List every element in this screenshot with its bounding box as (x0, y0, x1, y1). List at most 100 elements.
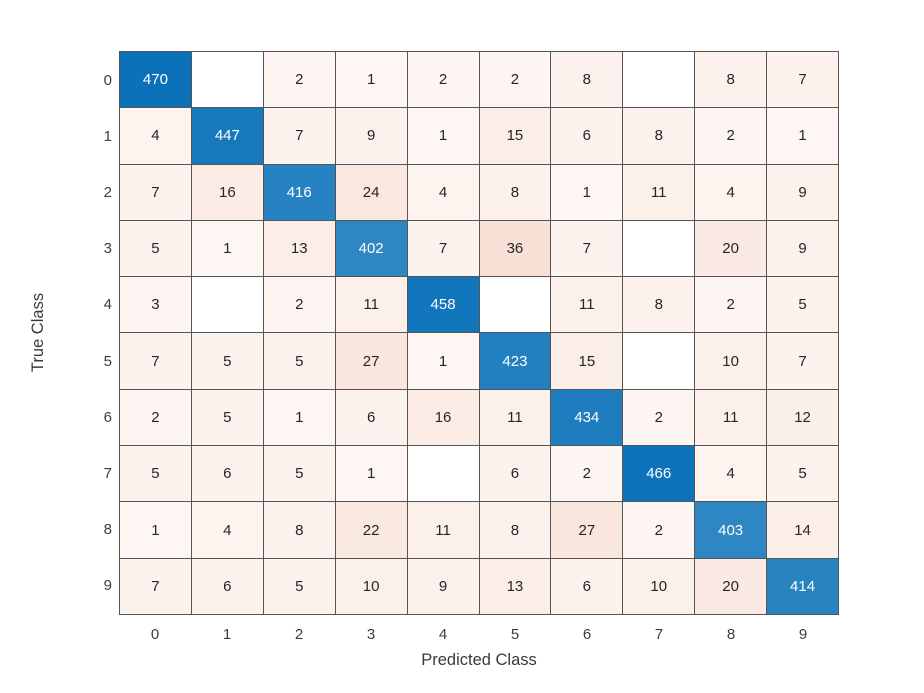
matrix-cell: 5 (263, 558, 335, 614)
matrix-cell (407, 446, 479, 502)
matrix-cell: 8 (479, 502, 551, 558)
matrix-cell: 5 (767, 446, 838, 502)
matrix-cell: 6 (335, 389, 407, 446)
x-tick-label: 8 (726, 625, 736, 643)
matrix-cell: 12 (767, 389, 838, 446)
y-tick-label: 8 (103, 521, 112, 539)
x-tick-label: 5 (510, 625, 520, 643)
matrix-cell: 10 (335, 558, 407, 614)
matrix-cell: 9 (407, 558, 479, 614)
matrix-cell: 1 (263, 389, 335, 446)
matrix-cell: 5 (120, 220, 191, 277)
matrix-cell: 7 (767, 52, 838, 108)
x-axis-tick-labels: 0 1 2 3 4 5 6 7 8 9 (119, 622, 839, 646)
matrix-cell: 11 (479, 389, 551, 446)
matrix-cell: 7 (263, 108, 335, 164)
matrix-cell: 1 (407, 333, 479, 389)
matrix-cell: 8 (479, 164, 551, 220)
x-tick-label: 0 (150, 625, 160, 643)
matrix-cell: 470 (120, 52, 191, 108)
matrix-cell: 416 (263, 164, 335, 220)
matrix-cell: 5 (767, 277, 838, 333)
matrix-cell: 1 (335, 446, 407, 502)
x-tick-label: 2 (294, 625, 304, 643)
matrix-cell: 2 (120, 389, 191, 446)
x-tick-label: 3 (366, 625, 376, 643)
matrix-cell: 10 (695, 333, 767, 389)
matrix-cell: 7 (767, 333, 838, 389)
matrix-cell: 8 (623, 108, 695, 164)
matrix-cell: 423 (479, 333, 551, 389)
matrix-cell: 11 (335, 277, 407, 333)
matrix-cell: 414 (767, 558, 838, 614)
y-tick-label: 1 (103, 127, 112, 145)
matrix-cell: 2 (695, 108, 767, 164)
matrix-cell: 7 (120, 558, 191, 614)
matrix-cell: 466 (623, 446, 695, 502)
matrix-cell: 6 (479, 446, 551, 502)
matrix-cell: 11 (695, 389, 767, 446)
matrix-cell: 9 (335, 108, 407, 164)
matrix-cell: 4 (120, 108, 191, 164)
x-tick-label: 9 (798, 625, 808, 643)
matrix-cell: 1 (120, 502, 191, 558)
matrix-cell: 6 (191, 558, 263, 614)
matrix-cell: 8 (263, 502, 335, 558)
x-tick-label: 1 (222, 625, 232, 643)
y-tick-label: 3 (103, 240, 112, 258)
matrix-cell: 458 (407, 277, 479, 333)
y-tick-label: 5 (103, 352, 112, 370)
matrix-cell: 2 (479, 52, 551, 108)
matrix-cell: 8 (623, 277, 695, 333)
matrix-cell: 1 (335, 52, 407, 108)
matrix-cell: 1 (767, 108, 838, 164)
y-tick-label: 2 (103, 184, 112, 201)
y-axis-tick-labels: 0 1 2 3 4 5 6 7 8 9 (0, 52, 112, 614)
matrix-cell: 4 (191, 502, 263, 558)
matrix-cell: 9 (767, 220, 838, 277)
matrix-cell: 7 (120, 333, 191, 389)
matrix-cell: 5 (191, 389, 263, 446)
matrix-cell: 2 (623, 389, 695, 446)
matrix-cell: 2 (263, 277, 335, 333)
matrix-cell: 5 (191, 333, 263, 389)
matrix-cell: 5 (263, 446, 335, 502)
matrix-cell: 16 (407, 389, 479, 446)
matrix-cell: 13 (263, 220, 335, 277)
matrix-cell: 2 (263, 52, 335, 108)
matrix-cell: 11 (407, 502, 479, 558)
matrix-cell: 1 (551, 164, 623, 220)
matrix-cell (623, 52, 695, 108)
matrix-cell: 11 (551, 277, 623, 333)
x-tick-label: 6 (582, 625, 592, 643)
y-tick-label: 0 (103, 71, 112, 89)
matrix-cell: 15 (479, 108, 551, 164)
matrix-cell: 7 (551, 220, 623, 277)
matrix-cell (191, 52, 263, 108)
matrix-cell: 5 (263, 333, 335, 389)
matrix-cell: 24 (335, 164, 407, 220)
matrix-cell: 403 (695, 502, 767, 558)
matrix-cell: 27 (335, 333, 407, 389)
matrix-cell: 4 (407, 164, 479, 220)
matrix-cell: 8 (695, 52, 767, 108)
matrix-cell: 16 (191, 164, 263, 220)
matrix-cell: 4 (695, 446, 767, 502)
matrix-cell: 2 (623, 502, 695, 558)
matrix-cell: 11 (623, 164, 695, 220)
matrix-cell: 4 (695, 164, 767, 220)
matrix-cell: 6 (551, 558, 623, 614)
x-axis-label: Predicted Class (421, 651, 537, 669)
x-tick-label: 4 (438, 625, 448, 643)
matrix-cell: 1 (191, 220, 263, 277)
matrix-cell: 22 (335, 502, 407, 558)
matrix-cell: 2 (551, 446, 623, 502)
matrix-cell (191, 277, 263, 333)
matrix-cell: 20 (695, 558, 767, 614)
matrix-cell (623, 220, 695, 277)
y-tick-label: 4 (103, 296, 112, 314)
matrix-cell: 7 (407, 220, 479, 277)
matrix-cell: 3 (120, 277, 191, 333)
matrix-cell: 10 (623, 558, 695, 614)
matrix-cell: 1 (407, 108, 479, 164)
